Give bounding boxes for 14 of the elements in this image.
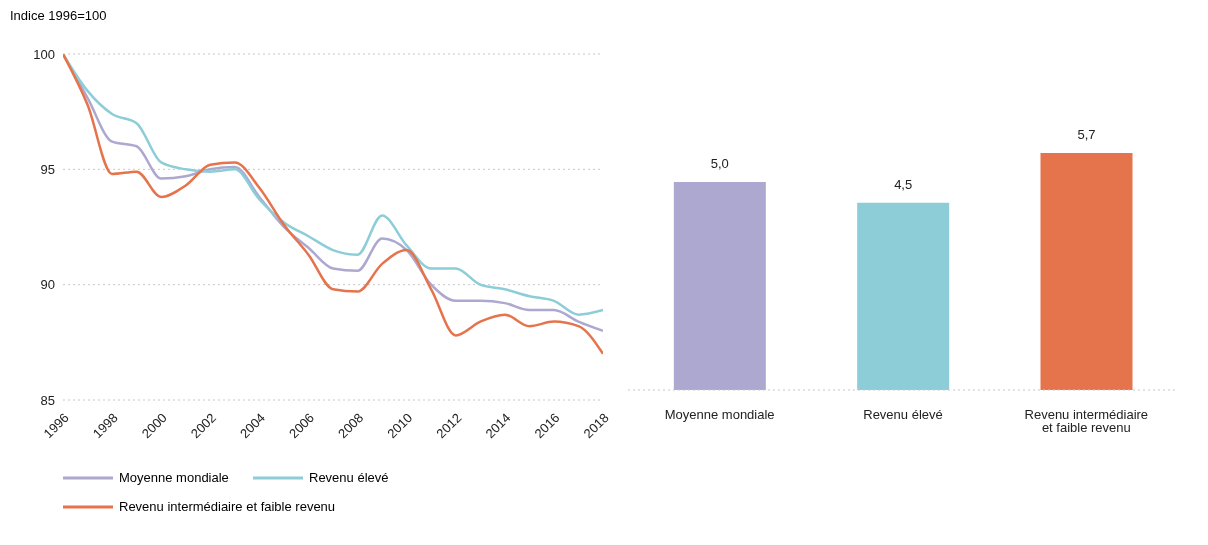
data-label: 5,7: [1077, 126, 1096, 142]
data-label: 5,0: [710, 156, 729, 172]
y-tick-label: 95: [40, 161, 55, 177]
y-tick-label: 85: [40, 392, 55, 408]
x-tick-label: Revenu élevé: [863, 407, 943, 423]
legend-label: Moyenne mondiale: [119, 470, 229, 485]
data-label: 4,5: [894, 176, 913, 192]
x-tick-label: Revenu intermédiaire et faible revenu: [1024, 407, 1149, 436]
legend-label: Revenu élevé: [309, 470, 389, 485]
x-tick-label: Moyenne mondiale: [664, 407, 775, 423]
y-tick-label: 90: [40, 277, 55, 293]
y-axis-title: Indice 1996=100: [10, 8, 108, 25]
legend-label: Revenu intermédiaire et faible revenu: [119, 499, 336, 514]
y-tick-label: 100: [33, 46, 55, 62]
